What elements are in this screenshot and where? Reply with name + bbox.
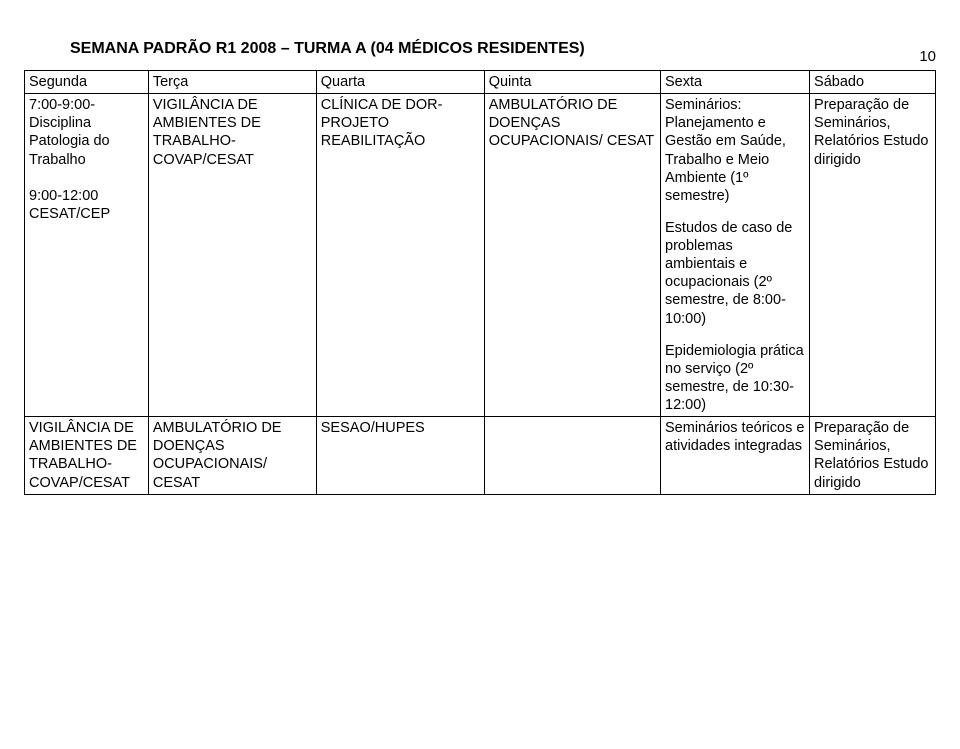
cell-block: Estudos de caso de problemas ambientais … xyxy=(665,219,805,328)
cell: AMBULATÓRIO DE DOENÇAS OCUPACIONAIS/ CES… xyxy=(484,94,660,417)
cell: Seminários: Planejamento e Gestão em Saú… xyxy=(661,94,810,417)
cell: 7:00-9:00- Disciplina Patologia do Traba… xyxy=(25,94,149,417)
cell: CLÍNICA DE DOR-PROJETO REABILITAÇÃO xyxy=(316,94,484,417)
table-header-row: Segunda Terça Quarta Quinta Sexta Sábado xyxy=(25,71,936,94)
page-number: 10 xyxy=(919,48,936,65)
cell xyxy=(484,417,660,495)
cell: VIGILÂNCIA DE AMBIENTES DE TRABALHO- COV… xyxy=(148,94,316,417)
table-row: VIGILÂNCIA DE AMBIENTES DE TRABALHO- COV… xyxy=(25,417,936,495)
cell: VIGILÂNCIA DE AMBIENTES DE TRABALHO- COV… xyxy=(25,417,149,495)
cell-block: Seminários: Planejamento e Gestão em Saú… xyxy=(665,96,805,205)
cell: Preparação de Seminários, Relatórios Est… xyxy=(810,417,936,495)
col-header: Quinta xyxy=(484,71,660,94)
schedule-table: Segunda Terça Quarta Quinta Sexta Sábado… xyxy=(24,70,936,495)
col-header: Sexta xyxy=(661,71,810,94)
cell: Preparação de Seminários, Relatórios Est… xyxy=(810,94,936,417)
cell-block: Epidemiologia prática no serviço (2º sem… xyxy=(665,342,805,415)
page-title: SEMANA PADRÃO R1 2008 – TURMA A (04 MÉDI… xyxy=(70,40,960,58)
cell: Seminários teóricos e atividades integra… xyxy=(661,417,810,495)
col-header: Terça xyxy=(148,71,316,94)
cell: AMBULATÓRIO DE DOENÇAS OCUPACIONAIS/ CES… xyxy=(148,417,316,495)
col-header: Sábado xyxy=(810,71,936,94)
col-header: Segunda xyxy=(25,71,149,94)
cell: SESAO/HUPES xyxy=(316,417,484,495)
table-row: 7:00-9:00- Disciplina Patologia do Traba… xyxy=(25,94,936,417)
col-header: Quarta xyxy=(316,71,484,94)
